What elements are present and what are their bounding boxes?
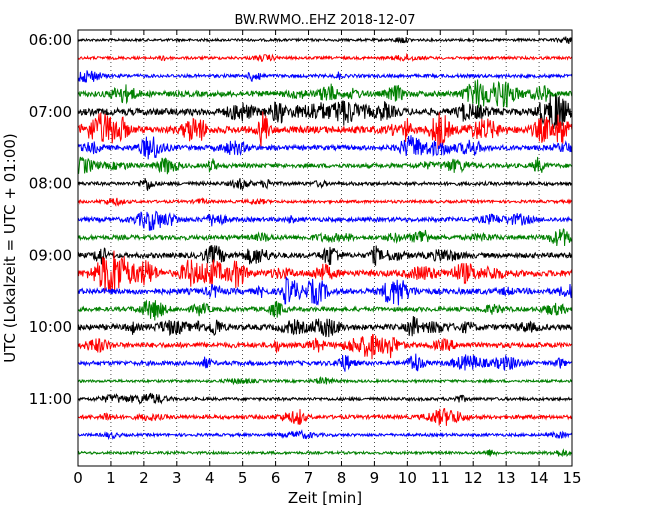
trace-0745 xyxy=(77,156,573,175)
x-tick-label: 13 xyxy=(497,469,516,487)
trace-1030 xyxy=(77,353,573,372)
y-tick-label: 09:00 xyxy=(29,246,72,264)
trace-1145 xyxy=(77,448,573,458)
x-tick-label: 15 xyxy=(562,469,581,487)
trace-0700 xyxy=(77,94,573,130)
trace-0930 xyxy=(77,276,573,306)
trace-1130 xyxy=(77,429,573,441)
trace-1115 xyxy=(77,408,573,426)
plot-frame xyxy=(77,29,573,467)
trace-0730 xyxy=(77,135,573,160)
x-tick-label: 12 xyxy=(464,469,483,487)
x-tick-label: 2 xyxy=(139,469,149,487)
trace-0830 xyxy=(78,210,573,231)
trace-0600 xyxy=(77,36,573,44)
trace-1015 xyxy=(77,333,573,360)
trace-0900 xyxy=(77,245,573,267)
trace-0915 xyxy=(77,250,573,294)
trace-1000 xyxy=(77,316,573,338)
y-tick-label: 08:00 xyxy=(29,175,72,193)
trace-0945 xyxy=(77,299,573,321)
x-tick-label: 9 xyxy=(370,469,380,487)
x-axis: 0 1 2 3 4 5 6 7 8 9 10 11 12 13 14 15 xyxy=(73,30,582,487)
trace-0630 xyxy=(77,70,573,83)
y-axis: 06:00 07:00 08:00 09:00 10:00 11:00 xyxy=(29,31,572,408)
x-tick-label: 11 xyxy=(431,469,450,487)
x-tick-label: 14 xyxy=(530,469,549,487)
y-tick-label: 07:00 xyxy=(29,103,72,121)
x-tick-label: 5 xyxy=(238,469,248,487)
trace-group xyxy=(77,36,573,458)
trace-0800 xyxy=(77,178,572,191)
y-tick-label: 11:00 xyxy=(29,390,72,408)
chart-title: BW.RWMO..EHZ 2018-12-07 xyxy=(234,13,415,28)
x-tick-label: 6 xyxy=(271,469,281,487)
x-tick-label: 7 xyxy=(304,469,314,487)
x-tick-label: 8 xyxy=(337,469,347,487)
y-axis-label: UTC (Lokalzeit = UTC + 01:00) xyxy=(1,133,19,363)
y-tick-label: 06:00 xyxy=(29,31,72,49)
y-tick-label: 10:00 xyxy=(29,318,72,336)
trace-0615 xyxy=(77,52,573,62)
x-tick-label: 0 xyxy=(73,469,83,487)
trace-0845 xyxy=(77,228,573,247)
trace-1100 xyxy=(77,392,573,405)
x-tick-label: 10 xyxy=(398,469,417,487)
trace-0715 xyxy=(77,111,573,149)
x-axis-label: Zeit [min] xyxy=(288,489,362,507)
x-tick-label: 3 xyxy=(172,469,182,487)
trace-0815 xyxy=(77,197,572,207)
x-tick-label: 1 xyxy=(106,469,116,487)
trace-0645 xyxy=(77,79,573,109)
x-tick-label: 4 xyxy=(205,469,215,487)
trace-1045 xyxy=(77,375,573,386)
